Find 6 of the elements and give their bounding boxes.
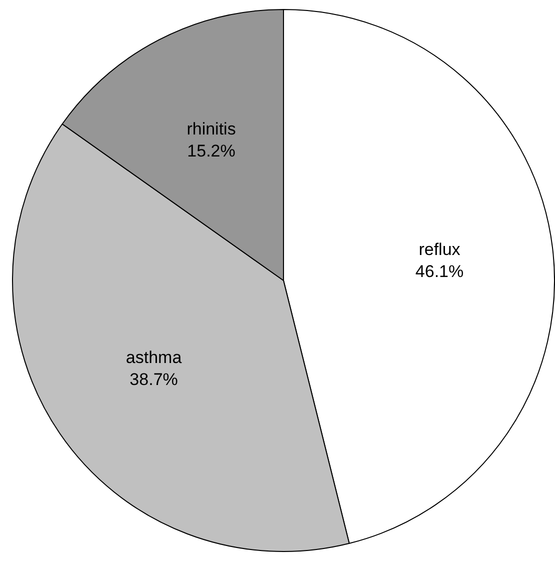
data-label: 15.2%: [187, 142, 236, 161]
slice-label: rhinitis: [186, 120, 236, 139]
data-label: 38.7%: [130, 370, 178, 389]
data-label: 46.1%: [415, 262, 464, 281]
slice-label: asthma: [126, 348, 182, 367]
slice-label: reflux: [418, 240, 461, 259]
